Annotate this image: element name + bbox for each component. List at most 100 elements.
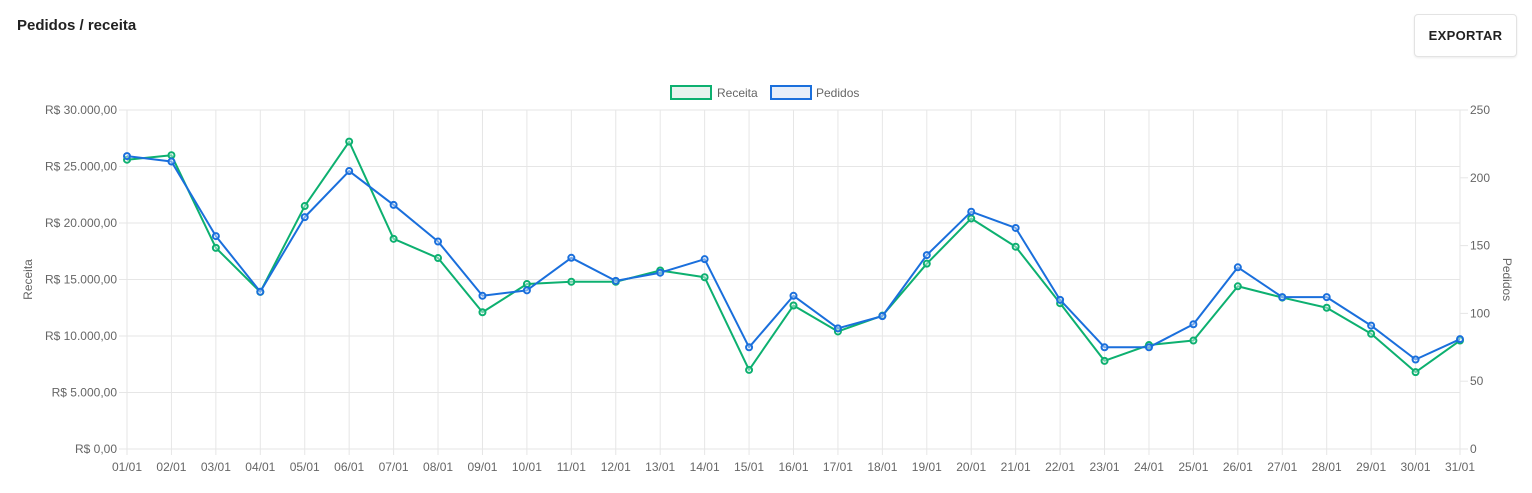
receita-data-point [1189,336,1198,345]
receita-data-point [300,202,309,211]
pedidos-data-point [878,312,887,321]
receita-data-point [1011,242,1020,251]
x-tick-label: 04/01 [245,460,275,474]
pedidos-data-point [789,291,798,300]
pedidos-data-point [211,232,220,241]
x-tick-label: 17/01 [823,460,853,474]
legend-receita-swatch[interactable] [670,85,712,100]
receita-data-point [745,365,754,374]
x-tick-label: 30/01 [1401,460,1431,474]
x-tick-label: 10/01 [512,460,542,474]
x-tick-label: 01/01 [112,460,142,474]
pedidos-data-point [1011,223,1020,232]
pedidos-data-point [922,251,931,260]
x-tick-label: 19/01 [912,460,942,474]
pedidos-data-point [434,237,443,246]
receita-data-point [167,151,176,160]
x-tick-label: 27/01 [1267,460,1297,474]
x-tick-label: 08/01 [423,460,453,474]
page-title: Pedidos / receita [17,17,137,34]
receita-data-point [1411,368,1420,377]
x-tick-label: 26/01 [1223,460,1253,474]
receita-data-point [967,214,976,223]
x-tick-label: 03/01 [201,460,231,474]
x-tick-label: 31/01 [1445,460,1475,474]
left-tick-label: R$ 0,00 [75,442,117,456]
pedidos-data-point [256,287,265,296]
right-tick-label: 100 [1470,306,1490,320]
receita-data-point [345,137,354,146]
pedidos-data-point [522,286,531,295]
x-tick-label: 29/01 [1356,460,1386,474]
pedidos-data-point [123,152,131,161]
left-tick-label: R$ 20.000,00 [45,216,117,230]
right-tick-label: 150 [1470,239,1490,253]
receita-data-point [700,273,709,282]
pedidos-data-point [1056,295,1065,304]
pedidos-data-point [833,324,842,333]
receita-data-point [522,280,531,289]
pedidos-data-point [1233,263,1242,272]
right-tick-label: 50 [1470,374,1484,388]
legend-receita-label[interactable]: Receita [717,86,758,100]
receita-data-point [1100,356,1109,365]
left-tick-label: R$ 15.000,00 [45,273,117,287]
right-tick-label: 0 [1470,442,1477,456]
x-tick-label: 14/01 [690,460,720,474]
pedidos-data-point [167,157,176,166]
x-tick-label: 20/01 [956,460,986,474]
pedidos-data-point [967,207,976,216]
receita-data-point [922,259,931,268]
left-tick-label: R$ 30.000,00 [45,103,117,117]
x-tick-label: 24/01 [1134,460,1164,474]
legend-pedidos-swatch[interactable] [770,85,812,100]
right-axis-title: Pedidos [1500,258,1514,301]
pedidos-data-point [1367,321,1376,330]
x-tick-label: 06/01 [334,460,364,474]
pedidos-data-point [1100,343,1109,352]
legend-pedidos-label[interactable]: Pedidos [816,86,859,100]
receita-data-point [1322,303,1331,312]
x-tick-label: 02/01 [156,460,186,474]
pedidos-data-point [656,268,665,277]
pedidos-data-point [1411,355,1420,364]
pedidos-data-point [345,167,354,176]
left-tick-label: R$ 5.000,00 [52,386,118,400]
pedidos-data-point [1144,343,1153,352]
left-tick-label: R$ 10.000,00 [45,329,117,343]
pedidos-data-point [389,200,398,209]
receita-data-point [1233,282,1242,291]
receita-data-point [789,301,798,310]
x-tick-label: 13/01 [645,460,675,474]
pedidos-data-point [745,343,754,352]
receita-data-point [434,254,443,263]
receita-data-point [389,234,398,243]
receita-data-point [211,243,220,252]
pedidos-data-point [1189,320,1198,329]
pedidos-data-point [478,291,487,300]
pedidos-data-point [300,213,309,222]
left-axis-title: Receita [21,259,35,300]
export-button[interactable]: EXPORTAR [1414,14,1517,57]
pedidos-data-point [700,255,709,264]
x-tick-label: 23/01 [1090,460,1120,474]
x-tick-label: 15/01 [734,460,764,474]
receita-series-line [126,140,1461,374]
pedidos-series-line [126,155,1461,361]
pedidos-data-point [567,253,576,262]
right-tick-label: 250 [1470,103,1490,117]
pedidos-data-point [1322,293,1331,302]
right-tick-label: 200 [1470,171,1490,185]
x-tick-label: 05/01 [290,460,320,474]
pedidos-data-point [611,276,620,285]
x-tick-label: 11/01 [557,460,586,474]
x-tick-label: 21/01 [1001,460,1031,474]
x-tick-label: 25/01 [1178,460,1208,474]
x-tick-label: 09/01 [467,460,497,474]
x-tick-label: 22/01 [1045,460,1075,474]
left-tick-label: R$ 25.000,00 [45,160,117,174]
receita-data-point [478,308,487,317]
x-tick-label: 16/01 [778,460,808,474]
receita-data-point [567,277,576,286]
